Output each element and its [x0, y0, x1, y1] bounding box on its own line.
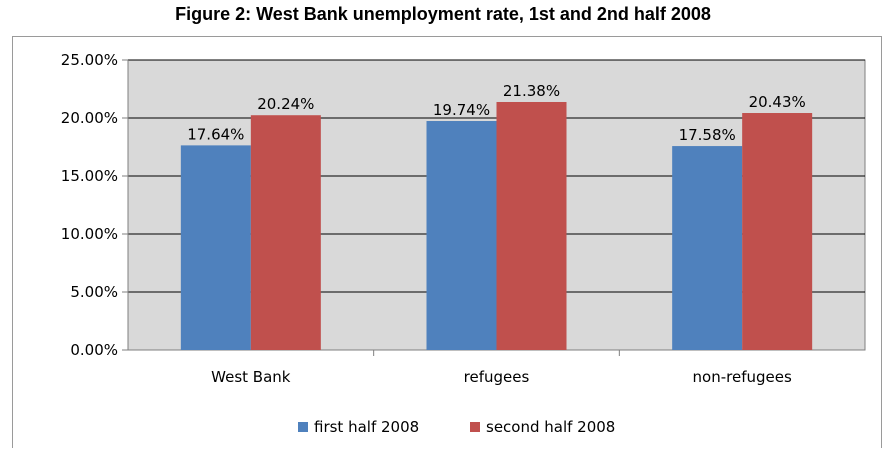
legend-swatch: [470, 422, 480, 432]
y-tick-label: 20.00%: [61, 109, 118, 127]
y-tick-label: 10.00%: [61, 225, 118, 243]
data-label: 17.64%: [187, 125, 244, 143]
legend-swatch: [298, 422, 308, 432]
bar-first-half-1: [426, 121, 497, 351]
legend-label: first half 2008: [314, 418, 419, 436]
chart-frame: [12, 36, 882, 448]
legend-label: second half 2008: [486, 418, 615, 436]
y-tick-label: 15.00%: [61, 167, 118, 185]
data-label: 19.74%: [433, 101, 490, 119]
bar-second-half-0: [250, 115, 321, 350]
category-label: non-refugees: [693, 368, 792, 386]
y-tick-label: 5.00%: [70, 283, 118, 301]
bar-second-half-1: [496, 101, 567, 350]
chart-title: Figure 2: West Bank unemployment rate, 1…: [175, 4, 711, 24]
bar-second-half-2: [742, 113, 813, 351]
bar-first-half-2: [672, 146, 743, 350]
bar-first-half-0: [180, 145, 251, 350]
y-tick-label: 0.00%: [70, 341, 118, 359]
category-label: refugees: [464, 368, 530, 386]
data-label: 17.58%: [679, 126, 736, 144]
data-label: 20.43%: [749, 93, 806, 111]
data-label: 20.24%: [257, 95, 314, 113]
y-tick-label: 25.00%: [61, 51, 118, 69]
data-label: 21.38%: [503, 82, 560, 100]
category-label: West Bank: [211, 368, 291, 386]
